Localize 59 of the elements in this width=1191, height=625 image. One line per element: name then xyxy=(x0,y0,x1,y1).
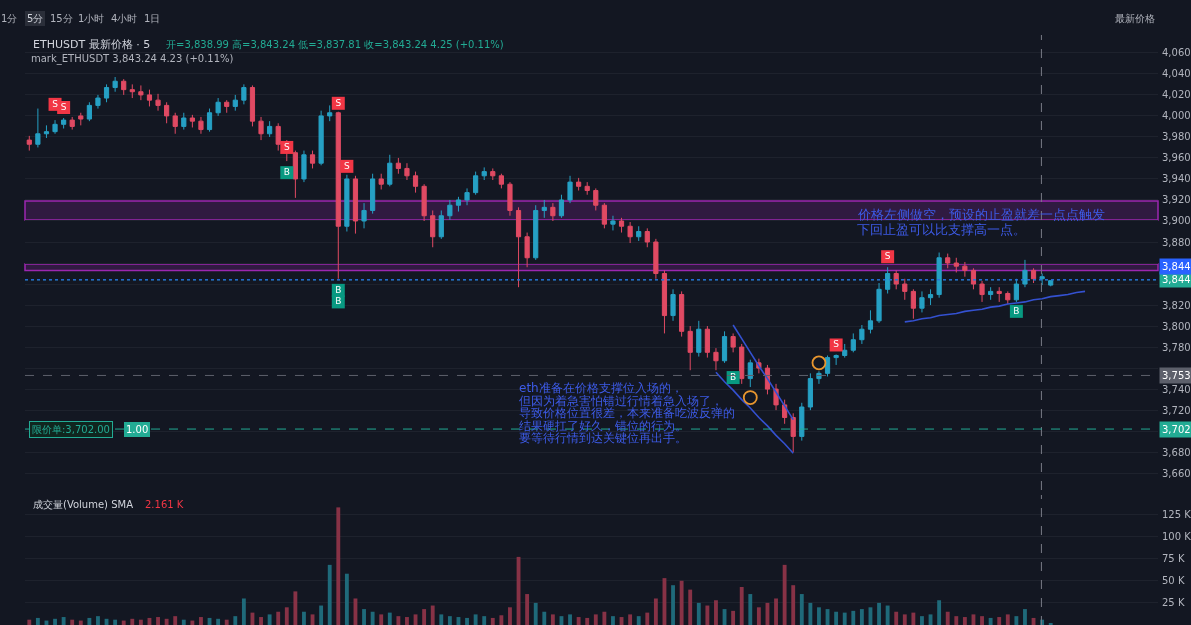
annotation: 但因为着急害怕错过行情着急入场了， xyxy=(519,394,723,408)
y-tick-label: 3,920 xyxy=(1162,194,1191,206)
data-label: B xyxy=(730,371,737,382)
y-tick-label: 3,660 xyxy=(1162,467,1191,479)
data-label: S xyxy=(60,101,67,112)
annotation: 结果硬扛了好久，错位的行为。 xyxy=(519,419,687,433)
y-tick-label: 75 K xyxy=(1162,553,1185,565)
data-label: B xyxy=(335,284,342,295)
chart-subtitle: 开=3,838.99 高=3,843.24 低=3,837.81 收=3,843.24 4.25 (+0.11%) xyxy=(166,39,504,50)
y-tick-label: 3,780 xyxy=(1162,341,1191,353)
y-tick-label: 3,900 xyxy=(1162,215,1191,227)
annotation: 1.00 xyxy=(126,424,149,435)
data-label: S xyxy=(283,141,290,152)
data-label: S xyxy=(344,160,351,171)
annotation: 限价单:3,702.00 xyxy=(32,424,110,435)
ref-line-label: 3,844 xyxy=(1162,261,1191,272)
chart-subtitle: 2.161 K xyxy=(145,499,184,510)
data-label: S xyxy=(884,250,891,261)
chart-title: ETHUSDT 最新价格 · 5 xyxy=(33,38,151,51)
y-tick-label: 4,000 xyxy=(1162,110,1191,122)
ref-line-label: 3,844 xyxy=(1162,274,1191,285)
y-tick-label: 3,960 xyxy=(1162,152,1191,164)
y-tick-label: 3,940 xyxy=(1162,173,1191,185)
y-tick-label: 3,820 xyxy=(1162,299,1191,311)
y-tick-label: 25 K xyxy=(1162,597,1185,609)
y-tick-label: 50 K xyxy=(1162,575,1185,587)
data-label: S xyxy=(833,339,840,350)
y-tick-label: 3,740 xyxy=(1162,383,1191,395)
annotation: 下回止盈可以比支撑高一点。 xyxy=(857,222,1026,237)
text: 1小时 xyxy=(78,13,105,24)
y-tick-label: 3,680 xyxy=(1162,446,1191,458)
data-label: S xyxy=(52,98,59,109)
y-tick-label: 4,060 xyxy=(1162,47,1191,59)
chart-title: 成交量(Volume) SMA xyxy=(33,499,134,510)
text: 1分 xyxy=(1,13,18,24)
y-tick-label: 100 K xyxy=(1162,531,1191,543)
y-tick-label: 125 K xyxy=(1162,508,1191,520)
text: 15分 xyxy=(50,13,73,24)
annotation: 价格左侧做空，预设的止盈就差一点点触发 xyxy=(857,207,1105,222)
ref-line-label: 3,702 xyxy=(1162,424,1191,435)
annotation: 导致价格位置很差，本来准备吃波反弹的 xyxy=(519,406,735,420)
text: 最新价格 xyxy=(1115,13,1155,24)
data-label: S xyxy=(335,97,342,108)
y-tick-label: 4,020 xyxy=(1162,89,1191,101)
annotation: eth准备在价格支撑位入场的， xyxy=(519,381,683,395)
data-label: B xyxy=(283,166,290,177)
annotation: mark_ETHUSDT 3,843.24 4.23 (+0.11%) xyxy=(31,53,234,65)
annotation: 要等待行情到达关键位再出手。 xyxy=(519,431,687,445)
text: 4小时 xyxy=(111,13,138,24)
y-tick-label: 3,980 xyxy=(1162,131,1191,143)
y-tick-label: 3,880 xyxy=(1162,236,1191,248)
data-label: B xyxy=(335,296,342,307)
y-tick-label: 3,720 xyxy=(1162,404,1191,416)
data-label: B xyxy=(1013,305,1020,316)
y-tick-label: 3,800 xyxy=(1162,320,1191,332)
y-tick-label: 4,040 xyxy=(1162,68,1191,80)
text: 5分 xyxy=(27,13,44,24)
text: 1日 xyxy=(144,13,161,24)
ref-line-label: 3,753 xyxy=(1162,370,1191,381)
